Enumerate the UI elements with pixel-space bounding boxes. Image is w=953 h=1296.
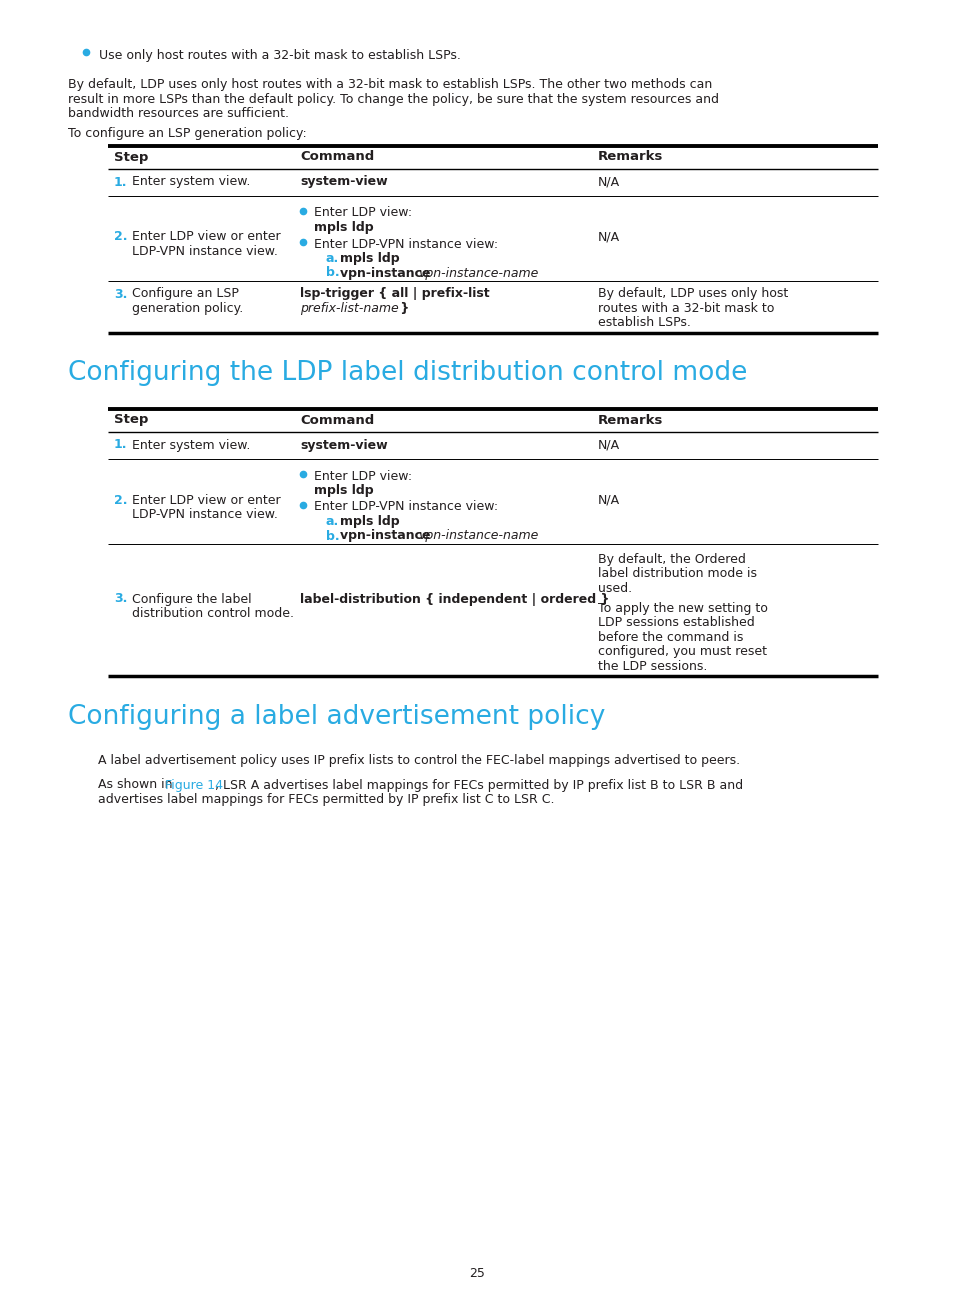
Text: To apply the new setting to: To apply the new setting to (598, 603, 767, 616)
Text: label distribution mode is: label distribution mode is (598, 568, 757, 581)
Text: configured, you must reset: configured, you must reset (598, 645, 766, 658)
Text: system-view: system-view (299, 438, 387, 451)
Text: Step: Step (113, 413, 149, 426)
Text: label-distribution { independent | ordered }: label-distribution { independent | order… (299, 592, 609, 605)
Text: Enter LDP view:: Enter LDP view: (314, 469, 412, 482)
Text: b.: b. (326, 267, 339, 280)
Text: To configure an LSP generation policy:: To configure an LSP generation policy: (68, 127, 307, 140)
Text: LDP-VPN instance view.: LDP-VPN instance view. (132, 245, 277, 258)
Text: Enter LDP-VPN instance view:: Enter LDP-VPN instance view: (314, 500, 497, 513)
Text: Enter LDP-VPN instance view:: Enter LDP-VPN instance view: (314, 237, 497, 250)
Text: distribution control mode.: distribution control mode. (132, 607, 294, 619)
Text: Configure an LSP: Configure an LSP (132, 288, 238, 301)
Text: used.: used. (598, 582, 632, 595)
Text: Command: Command (299, 413, 374, 426)
Text: vpn-instance-name: vpn-instance-name (417, 530, 537, 543)
Text: Remarks: Remarks (598, 413, 662, 426)
Text: mpls ldp: mpls ldp (339, 515, 399, 527)
Text: Step: Step (113, 150, 149, 163)
Text: mpls ldp: mpls ldp (314, 222, 374, 235)
Text: Configure the label: Configure the label (132, 592, 252, 605)
Text: 1.: 1. (113, 175, 128, 188)
Text: 2.: 2. (113, 231, 128, 244)
Text: Figure 14: Figure 14 (165, 779, 222, 792)
Text: Configuring the LDP label distribution control mode: Configuring the LDP label distribution c… (68, 360, 746, 386)
Text: Configuring a label advertisement policy: Configuring a label advertisement policy (68, 704, 605, 730)
Text: vpn-instance: vpn-instance (339, 530, 435, 543)
Text: establish LSPs.: establish LSPs. (598, 316, 690, 329)
Text: LDP sessions established: LDP sessions established (598, 617, 754, 630)
Text: lsp-trigger { all | prefix-list: lsp-trigger { all | prefix-list (299, 288, 489, 301)
Text: N/A: N/A (598, 494, 619, 507)
Text: By default, LDP uses only host routes with a 32-bit mask to establish LSPs. The : By default, LDP uses only host routes wi… (68, 78, 712, 91)
Text: generation policy.: generation policy. (132, 302, 243, 315)
Text: b.: b. (326, 530, 339, 543)
Text: LDP-VPN instance view.: LDP-VPN instance view. (132, 508, 277, 521)
Text: advertises label mappings for FECs permitted by IP prefix list C to LSR C.: advertises label mappings for FECs permi… (98, 793, 554, 806)
Text: vpn-instance: vpn-instance (339, 267, 435, 280)
Text: mpls ldp: mpls ldp (339, 251, 399, 264)
Text: Enter system view.: Enter system view. (132, 175, 250, 188)
Text: N/A: N/A (598, 231, 619, 244)
Text: Use only host routes with a 32-bit mask to establish LSPs.: Use only host routes with a 32-bit mask … (99, 49, 460, 62)
Text: prefix-list-name: prefix-list-name (299, 302, 398, 315)
Text: Enter LDP view or enter: Enter LDP view or enter (132, 494, 280, 507)
Text: system-view: system-view (299, 175, 387, 188)
Text: 2.: 2. (113, 494, 128, 507)
Text: Enter system view.: Enter system view. (132, 438, 250, 451)
Text: routes with a 32-bit mask to: routes with a 32-bit mask to (598, 302, 774, 315)
Text: N/A: N/A (598, 175, 619, 188)
Text: Enter LDP view or enter: Enter LDP view or enter (132, 231, 280, 244)
Text: }: } (395, 302, 409, 315)
Text: a.: a. (326, 515, 339, 527)
Text: Enter LDP view:: Enter LDP view: (314, 206, 412, 219)
Text: As shown in: As shown in (98, 779, 176, 792)
Text: N/A: N/A (598, 438, 619, 451)
Text: bandwidth resources are sufficient.: bandwidth resources are sufficient. (68, 108, 289, 121)
Text: Remarks: Remarks (598, 150, 662, 163)
Text: result in more LSPs than the default policy. To change the policy, be sure that : result in more LSPs than the default pol… (68, 92, 719, 105)
Text: 25: 25 (469, 1267, 484, 1280)
Text: 3.: 3. (113, 288, 128, 301)
Text: 1.: 1. (113, 438, 128, 451)
Text: By default, the Ordered: By default, the Ordered (598, 552, 745, 565)
Text: A label advertisement policy uses IP prefix lists to control the FEC-label mappi: A label advertisement policy uses IP pre… (98, 754, 740, 767)
Text: , LSR A advertises label mappings for FECs permitted by IP prefix list B to LSR : , LSR A advertises label mappings for FE… (214, 779, 741, 792)
Text: before the command is: before the command is (598, 631, 742, 644)
Text: vpn-instance-name: vpn-instance-name (417, 267, 537, 280)
Text: a.: a. (326, 251, 339, 264)
Text: By default, LDP uses only host: By default, LDP uses only host (598, 288, 787, 301)
Text: Command: Command (299, 150, 374, 163)
Text: the LDP sessions.: the LDP sessions. (598, 660, 706, 673)
Text: mpls ldp: mpls ldp (314, 483, 374, 496)
Text: 3.: 3. (113, 592, 128, 605)
